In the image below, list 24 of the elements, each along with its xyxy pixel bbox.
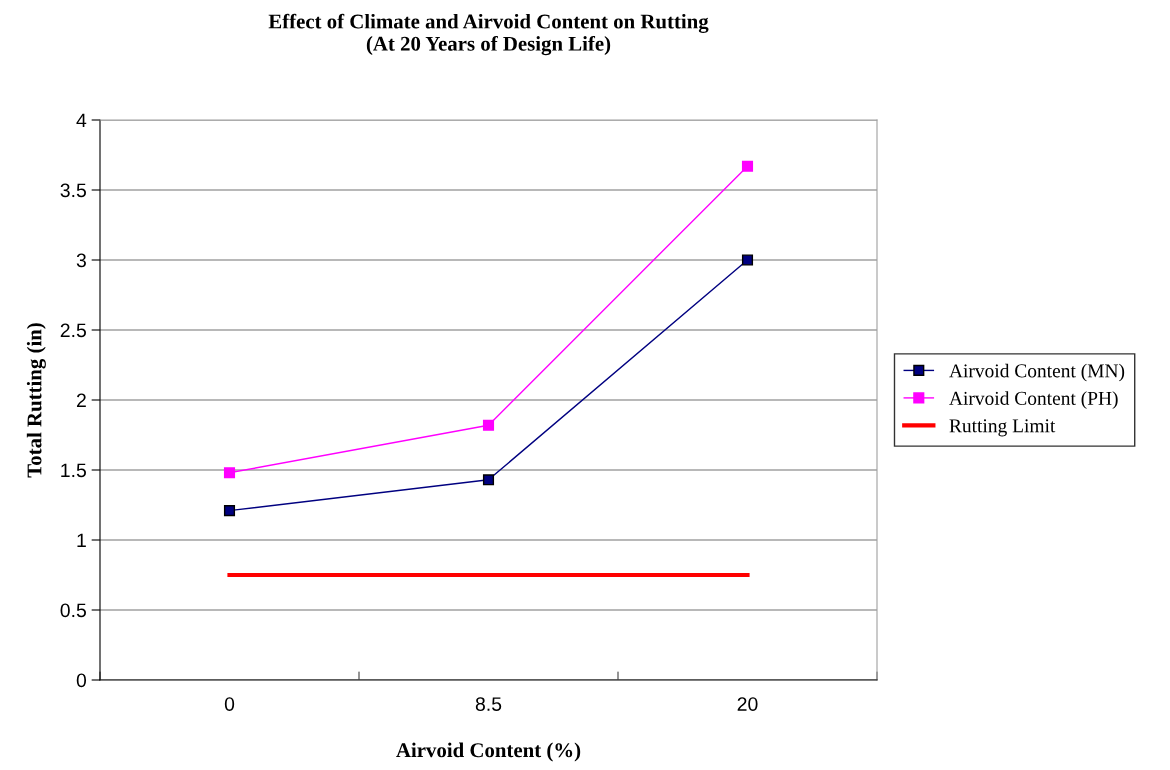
x-tick-label: 0 bbox=[224, 697, 235, 711]
y-tick-label: 4 bbox=[76, 113, 87, 128]
legend-label: Airvoid Content (PH) bbox=[949, 391, 1118, 409]
chart-title: Effect of Climate and Airvoid Content on Rutting (At 20 Years of Design Life) bbox=[268, 13, 709, 56]
point bbox=[741, 254, 754, 266]
y-tick-label: 2 bbox=[76, 393, 86, 408]
point bbox=[482, 419, 495, 431]
point bbox=[741, 160, 754, 172]
y-axis-title: Total Rutting (in) bbox=[26, 323, 46, 478]
x-tick-label: 8.5 bbox=[475, 697, 502, 711]
point bbox=[223, 505, 236, 517]
point bbox=[482, 474, 495, 486]
x-tick-label: 20 bbox=[737, 697, 758, 711]
y-tick-label: 1.5 bbox=[61, 463, 86, 478]
y-tick-label: 0.5 bbox=[60, 603, 86, 618]
legend-label: Rutting Limit bbox=[949, 419, 1056, 437]
y-tick-label: 3.5 bbox=[60, 183, 86, 198]
y-tick-label: 0 bbox=[76, 673, 87, 688]
y-tick-label: 1 bbox=[77, 533, 86, 548]
legend-label: Airvoid Content (MN) bbox=[949, 363, 1125, 382]
point bbox=[223, 467, 236, 479]
y-tick-label: 2.5 bbox=[60, 323, 86, 338]
y-tick-label: 3 bbox=[76, 253, 86, 268]
x-axis-title: Airvoid Content (%) bbox=[396, 742, 581, 762]
